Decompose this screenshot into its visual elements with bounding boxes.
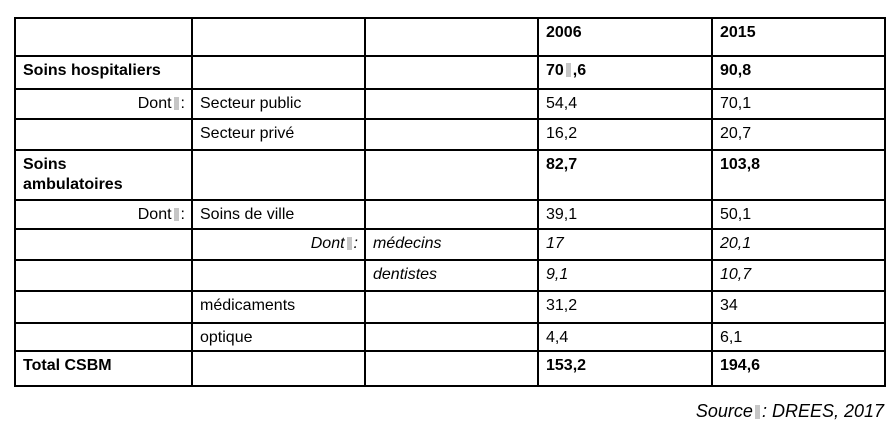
cell-total-label: Total CSBM	[14, 350, 193, 387]
cell-medecins-label: médecins	[364, 228, 539, 261]
cell-secteur-public-label: Secteur public	[191, 88, 366, 120]
header-row: 2006 2015	[14, 17, 886, 57]
cell-ambulatoires-empty-2	[364, 149, 539, 201]
dont-label-post: :	[353, 235, 358, 252]
dont-label-pre: Dont	[310, 235, 345, 252]
cell-ambulatoires-label: Soins ambulatoires	[14, 149, 193, 201]
cell-soins-de-ville-2006: 39,1	[537, 199, 713, 230]
cell-medecins-2015: 20,1	[711, 228, 886, 261]
value-2006-post: ,6	[572, 62, 587, 79]
cell-medicaments-empty-2	[364, 290, 539, 324]
cell-dont-ambulatoires: Dont:	[14, 199, 193, 230]
cell-secteur-prive-empty-1	[14, 118, 193, 151]
row-total-csbm: Total CSBM 153,2 194,6	[14, 350, 886, 387]
cell-secteur-prive-label: Secteur privé	[191, 118, 366, 151]
row-soins-hospitaliers: Soins hospitaliers 70,6 90,8	[14, 55, 886, 90]
highlighted-space-mark	[173, 97, 179, 110]
cell-ambulatoires-2015: 103,8	[711, 149, 886, 201]
cell-secteur-prive-empty-2	[364, 118, 539, 151]
cell-ambulatoires-empty-1	[191, 149, 366, 201]
cell-hospitaliers-2015: 90,8	[711, 55, 886, 90]
cell-optique-empty-2	[364, 322, 539, 352]
cell-dentistes-empty-1	[14, 259, 193, 292]
cell-secteur-public-empty	[364, 88, 539, 120]
row-dentistes: dentistes 9,1 10,7	[14, 259, 886, 292]
cell-medicaments-2006: 31,2	[537, 290, 713, 324]
cell-dentistes-2006: 9,1	[537, 259, 713, 292]
highlighted-space-mark	[173, 208, 179, 221]
source-caption: Source : DREES, 2017	[696, 401, 884, 422]
highlighted-space-mark	[754, 405, 760, 419]
row-medecins: Dont: médecins 17 20,1	[14, 228, 886, 261]
source-caption-post: : DREES, 2017	[761, 401, 884, 421]
csbm-table-container: 2006 2015 Soins hospitaliers 70,6 90,8 D…	[14, 17, 886, 387]
row-secteur-prive: Secteur privé 16,2 20,7	[14, 118, 886, 151]
source-caption-pre: Source	[695, 401, 753, 421]
header-cell-2006: 2006	[537, 17, 713, 57]
row-soins-de-ville: Dont: Soins de ville 39,1 50,1	[14, 199, 886, 230]
cell-total-2015: 194,6	[711, 350, 886, 387]
row-medicaments: médicaments 31,2 34	[14, 290, 886, 324]
cell-total-2006: 153,2	[537, 350, 713, 387]
header-cell-empty-3	[364, 17, 539, 57]
cell-total-empty-2	[364, 350, 539, 387]
row-soins-ambulatoires: Soins ambulatoires 82,7 103,8	[14, 149, 886, 201]
cell-dont-ville: Dont:	[191, 228, 366, 261]
cell-medicaments-2015: 34	[711, 290, 886, 324]
cell-dont-hospitaliers: Dont:	[14, 88, 193, 120]
row-secteur-public: Dont: Secteur public 54,4 70,1	[14, 88, 886, 120]
cell-dentistes-2015: 10,7	[711, 259, 886, 292]
cell-secteur-prive-2015: 20,7	[711, 118, 886, 151]
cell-hospitaliers-label: Soins hospitaliers	[14, 55, 193, 90]
highlighted-space-mark	[346, 237, 352, 250]
row-optique: optique 4,4 6,1	[14, 322, 886, 352]
cell-dentistes-empty-2	[191, 259, 366, 292]
cell-total-empty-1	[191, 350, 366, 387]
cell-secteur-public-2006: 54,4	[537, 88, 713, 120]
cell-hospitaliers-empty-1	[191, 55, 366, 90]
value-2006-pre: 70	[546, 62, 564, 79]
cell-dentistes-label: dentistes	[364, 259, 539, 292]
dont-label-pre: Dont	[137, 206, 172, 223]
cell-medecins-2006: 17	[537, 228, 713, 261]
cell-medicaments-empty-1	[14, 290, 193, 324]
dont-label-pre: Dont	[137, 95, 172, 112]
cell-secteur-prive-2006: 16,2	[537, 118, 713, 151]
header-cell-2015: 2015	[711, 17, 886, 57]
csbm-table: 2006 2015 Soins hospitaliers 70,6 90,8 D…	[14, 17, 886, 387]
cell-medecins-empty	[14, 228, 193, 261]
header-cell-empty-1	[14, 17, 193, 57]
cell-optique-label: optique	[191, 322, 366, 352]
cell-soins-de-ville-empty	[364, 199, 539, 230]
cell-hospitaliers-empty-2	[364, 55, 539, 90]
cell-optique-2006: 4,4	[537, 322, 713, 352]
header-cell-empty-2	[191, 17, 366, 57]
dont-label-post: :	[180, 206, 185, 223]
cell-soins-de-ville-label: Soins de ville	[191, 199, 366, 230]
dont-label-post: :	[180, 95, 185, 112]
cell-optique-2015: 6,1	[711, 322, 886, 352]
cell-medicaments-label: médicaments	[191, 290, 366, 324]
cell-soins-de-ville-2015: 50,1	[711, 199, 886, 230]
cell-secteur-public-2015: 70,1	[711, 88, 886, 120]
cell-hospitaliers-2006: 70,6	[537, 55, 713, 90]
cell-optique-empty-1	[14, 322, 193, 352]
cell-ambulatoires-2006: 82,7	[537, 149, 713, 201]
highlighted-space-mark	[565, 63, 571, 77]
